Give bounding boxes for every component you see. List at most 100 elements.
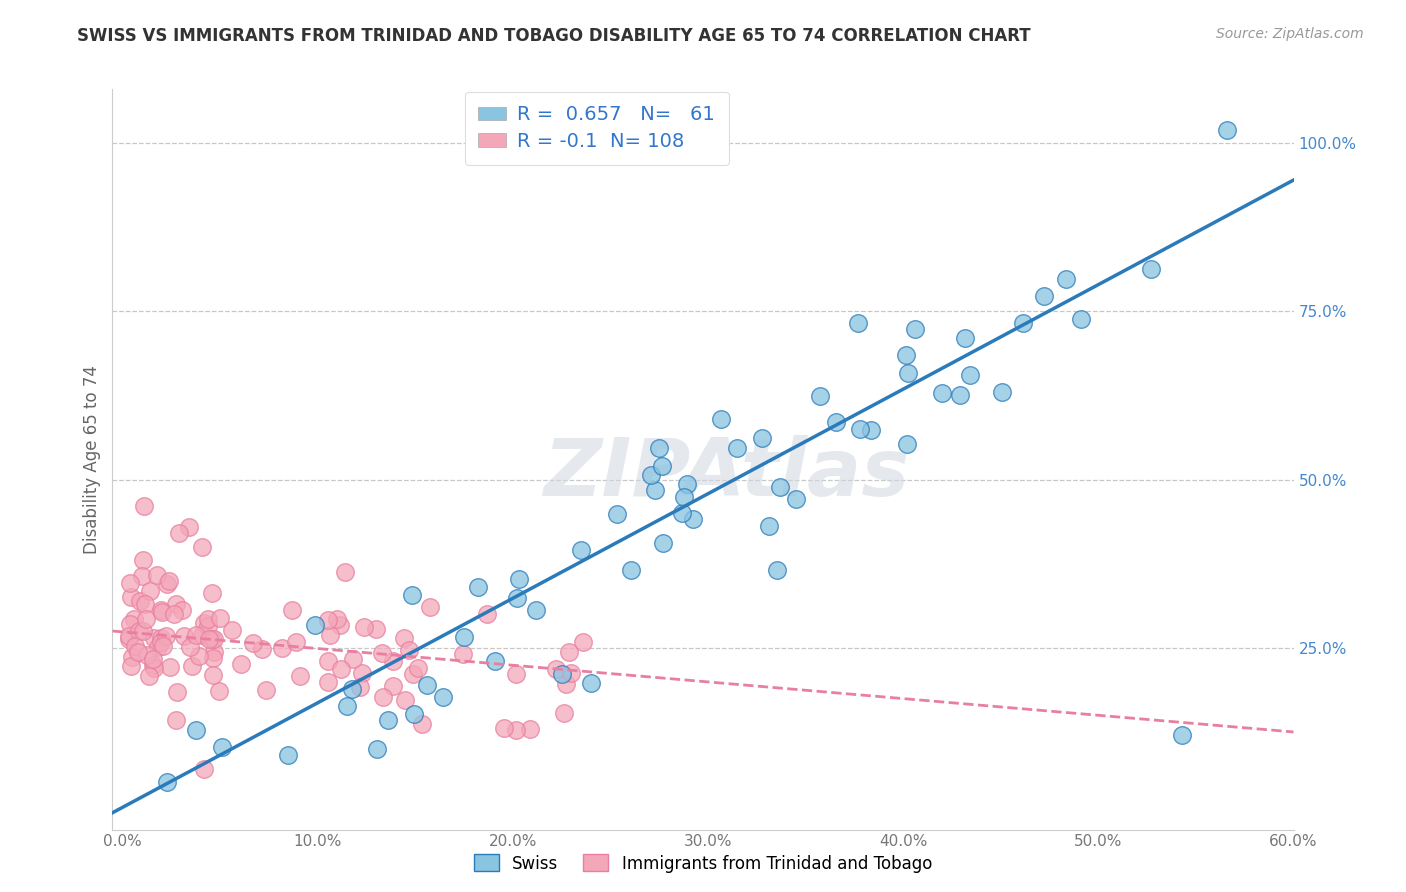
Point xyxy=(149,603,172,617)
Y-axis label: Disability Age 65 to 74: Disability Age 65 to 74 xyxy=(83,365,101,554)
Point xyxy=(120,576,142,591)
Point xyxy=(316,654,339,668)
Point xyxy=(1054,272,1077,286)
Point xyxy=(370,646,392,660)
Point xyxy=(333,565,356,579)
Point xyxy=(785,491,807,506)
Point xyxy=(184,723,207,738)
Point xyxy=(166,685,188,699)
Point xyxy=(191,540,214,554)
Point xyxy=(672,490,695,504)
Point xyxy=(366,622,388,636)
Point xyxy=(132,624,155,638)
Point xyxy=(148,640,170,654)
Point xyxy=(415,678,437,692)
Point xyxy=(406,661,429,675)
Point xyxy=(505,723,527,737)
Point xyxy=(138,669,160,683)
Point xyxy=(402,706,425,721)
Point xyxy=(560,665,582,680)
Point xyxy=(319,628,342,642)
Point xyxy=(198,632,221,646)
Point xyxy=(202,645,225,659)
Point xyxy=(682,512,704,526)
Point xyxy=(557,644,579,658)
Point xyxy=(894,348,917,362)
Point xyxy=(208,684,231,698)
Legend: Swiss, Immigrants from Trinidad and Tobago: Swiss, Immigrants from Trinidad and Toba… xyxy=(467,847,939,880)
Point xyxy=(342,651,364,665)
Point xyxy=(849,421,872,435)
Point xyxy=(382,654,405,668)
Point xyxy=(165,597,187,611)
Point xyxy=(201,585,224,599)
Point xyxy=(173,629,195,643)
Point xyxy=(193,763,215,777)
Point xyxy=(197,611,219,625)
Point xyxy=(401,667,423,681)
Point xyxy=(551,667,574,681)
Point xyxy=(142,652,165,666)
Point xyxy=(419,599,441,614)
Point xyxy=(371,690,394,705)
Point xyxy=(751,431,773,445)
Point xyxy=(506,591,529,605)
Point xyxy=(330,662,353,676)
Point xyxy=(118,628,141,642)
Point xyxy=(134,597,156,611)
Point xyxy=(142,661,165,675)
Point xyxy=(280,603,302,617)
Point xyxy=(475,607,498,621)
Point xyxy=(392,631,415,645)
Point xyxy=(453,647,475,661)
Point xyxy=(271,640,294,655)
Point xyxy=(221,623,243,637)
Point xyxy=(606,507,628,521)
Point xyxy=(366,742,388,756)
Point xyxy=(453,630,475,644)
Point xyxy=(336,698,359,713)
Point xyxy=(128,624,150,639)
Point xyxy=(467,580,489,594)
Point xyxy=(135,612,157,626)
Point xyxy=(710,412,733,426)
Point xyxy=(202,651,225,665)
Point xyxy=(1033,288,1056,302)
Text: SWISS VS IMMIGRANTS FROM TRINIDAD AND TOBAGO DISABILITY AGE 65 TO 74 CORRELATION: SWISS VS IMMIGRANTS FROM TRINIDAD AND TO… xyxy=(77,27,1031,45)
Point xyxy=(398,643,420,657)
Point xyxy=(163,607,186,622)
Point xyxy=(401,587,423,601)
Point xyxy=(254,683,277,698)
Text: ZIPAtlas: ZIPAtlas xyxy=(544,435,910,513)
Point xyxy=(758,519,780,533)
Point xyxy=(122,612,145,626)
Point xyxy=(931,385,953,400)
Point xyxy=(179,519,201,533)
Point xyxy=(1170,728,1192,742)
Point xyxy=(1070,312,1092,326)
Point xyxy=(524,603,547,617)
Point xyxy=(120,591,142,605)
Point xyxy=(142,657,165,672)
Point xyxy=(152,639,174,653)
Point xyxy=(651,458,673,473)
Point xyxy=(150,635,173,649)
Point xyxy=(132,500,155,514)
Point xyxy=(519,722,541,736)
Point xyxy=(201,632,224,646)
Point xyxy=(1216,122,1239,136)
Point xyxy=(187,648,209,663)
Point xyxy=(329,618,352,632)
Point xyxy=(184,628,207,642)
Point xyxy=(675,476,697,491)
Point xyxy=(959,368,981,383)
Point xyxy=(569,543,592,558)
Point xyxy=(150,631,173,645)
Point xyxy=(277,747,299,762)
Point xyxy=(150,605,173,619)
Point xyxy=(579,676,602,690)
Point xyxy=(202,632,225,646)
Point xyxy=(544,662,567,676)
Point xyxy=(825,415,848,429)
Point xyxy=(860,423,883,437)
